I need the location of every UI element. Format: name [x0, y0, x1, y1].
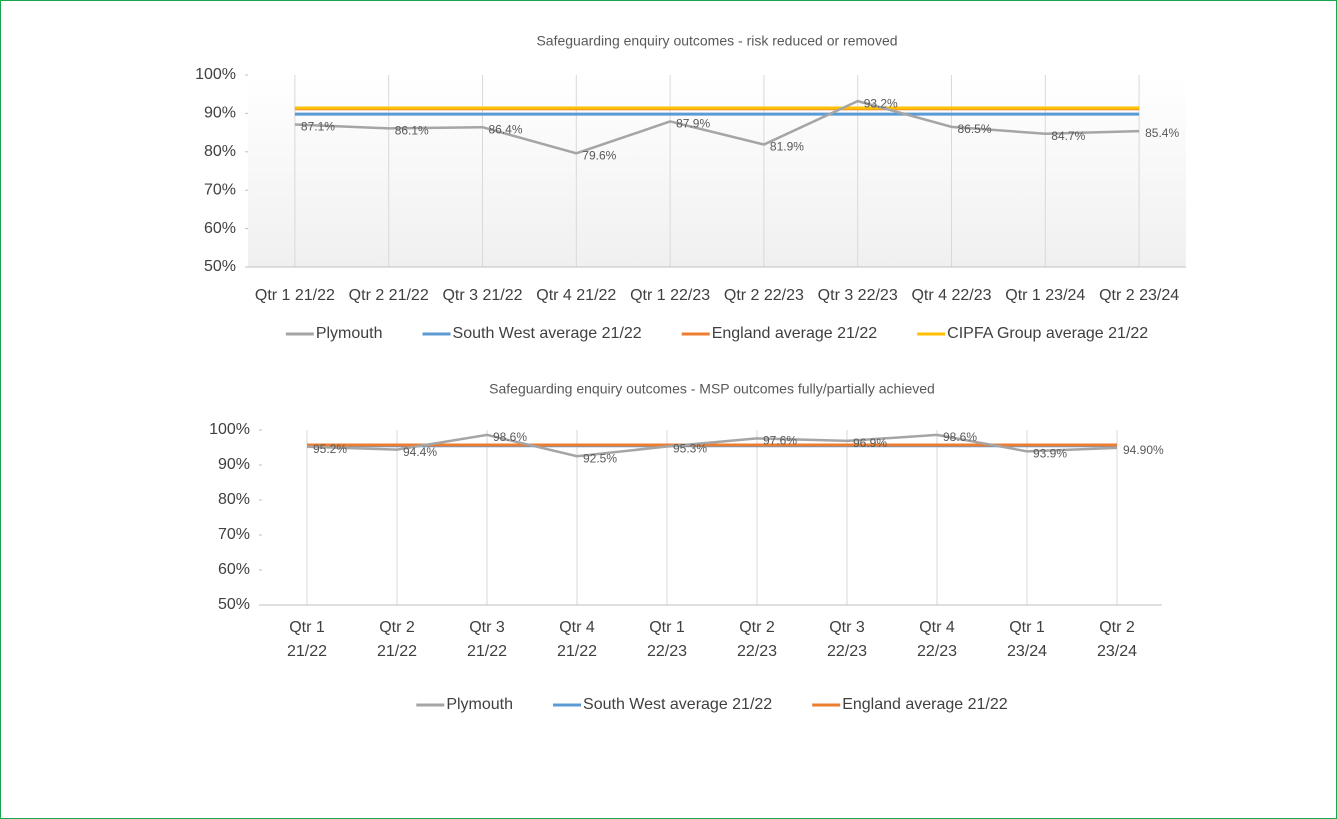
y-tick-label: 80% — [204, 143, 236, 160]
legend-item: South West average 21/22 — [422, 325, 642, 342]
x-tick-label: Qtr 1 22/23 — [630, 287, 710, 304]
x-tick-label: Qtr 2 21/22 — [349, 287, 429, 304]
data-label: 93.9% — [1033, 447, 1067, 461]
x-tick-label: Qtr 3 22/23 — [826, 619, 868, 660]
x-tick-label-box: Qtr 4 22/23 — [916, 619, 958, 660]
data-label: 96.9% — [853, 436, 887, 450]
legend-label: Plymouth — [446, 696, 513, 713]
legend-label: England average 21/22 — [712, 325, 878, 342]
data-label: 92.5% — [583, 451, 617, 465]
series-line — [294, 99, 1140, 155]
data-label: 93.2% — [864, 96, 898, 110]
data-label: 86.4% — [489, 122, 523, 136]
data-label: 98.6% — [943, 430, 977, 444]
legend-item: CIPFA Group average 21/22 — [917, 325, 1148, 342]
x-tick-label: Qtr 2 22/23 — [724, 287, 804, 304]
x-tick-label-box: Qtr 2 23/24 — [1096, 619, 1138, 660]
x-tick-label: Qtr 3 22/23 — [818, 287, 898, 304]
x-tick-label: Qtr 4 22/23 — [916, 619, 958, 660]
y-tick-label: 50% — [218, 596, 250, 613]
legend-item: Plymouth — [285, 325, 383, 342]
x-tick-label-box: Qtr 3 21/22 — [466, 619, 508, 660]
legend-item: England average 21/22 — [681, 325, 878, 342]
legend-label: CIPFA Group average 21/22 — [947, 325, 1148, 342]
x-tick-label: Qtr 2 23/24 — [1096, 619, 1138, 660]
x-tick-label-box: Qtr 1 23/24 — [1006, 619, 1048, 660]
data-label: 95.3% — [673, 442, 707, 456]
legend-item: Plymouth — [416, 696, 513, 713]
x-tick-label-box: Qtr 4 21/22 — [556, 619, 598, 660]
y-tick-label: 60% — [218, 561, 250, 578]
x-tick-label: Qtr 4 21/22 — [536, 287, 616, 304]
x-tick-label: Qtr 4 21/22 — [556, 619, 598, 660]
data-label: 98.6% — [493, 430, 527, 444]
data-label: 79.6% — [582, 149, 616, 163]
x-tick-label: Qtr 2 23/24 — [1099, 287, 1179, 304]
x-tick-label: Qtr 1 22/23 — [646, 619, 688, 660]
data-label: 85.4% — [1145, 126, 1179, 140]
x-tick-label: Qtr 3 21/22 — [442, 287, 522, 304]
legend-label: Plymouth — [316, 325, 383, 342]
legend-item: South West average 21/22 — [553, 696, 772, 713]
y-tick-label: 50% — [204, 258, 236, 275]
x-tick-label: Qtr 3 21/22 — [466, 619, 508, 660]
y-tick-label: 70% — [218, 526, 250, 543]
x-tick-label: Qtr 1 23/24 — [1005, 287, 1085, 304]
series-line — [306, 433, 1118, 458]
data-label: 94.90% — [1123, 443, 1164, 457]
y-tick-label: 90% — [218, 456, 250, 473]
x-tick-label: Qtr 2 22/23 — [736, 619, 778, 660]
x-tick-label-box: Qtr 1 21/22 — [286, 619, 328, 660]
data-label: 86.1% — [395, 124, 429, 138]
data-label: 86.5% — [958, 122, 992, 136]
y-tick-label: 90% — [204, 105, 236, 122]
data-label: 97.6% — [763, 434, 797, 448]
x-tick-label: Qtr 2 21/22 — [376, 619, 418, 660]
x-tick-label-box: Qtr 3 22/23 — [826, 619, 868, 660]
x-tick-label: Qtr 1 21/22 — [286, 619, 328, 660]
data-label: 87.9% — [676, 117, 710, 131]
x-tick-label: Qtr 1 23/24 — [1006, 619, 1048, 660]
legend-item: England average 21/22 — [812, 696, 1008, 713]
y-tick-label: 70% — [204, 181, 236, 198]
data-label: 81.9% — [770, 140, 804, 154]
x-tick-label: Qtr 4 22/23 — [911, 287, 991, 304]
y-tick-label: 100% — [209, 421, 250, 438]
data-label: 95.2% — [313, 442, 347, 456]
y-tick-label: 60% — [204, 220, 236, 237]
legend-label: England average 21/22 — [842, 696, 1008, 713]
x-tick-label-box: Qtr 1 22/23 — [646, 619, 688, 660]
data-label: 84.7% — [1051, 129, 1085, 143]
x-tick-label: Qtr 1 21/22 — [255, 287, 335, 304]
legend-label: South West average 21/22 — [453, 325, 642, 342]
legend-label: South West average 21/22 — [583, 696, 772, 713]
chart-title: Safeguarding enquiry outcomes - risk red… — [536, 33, 897, 49]
x-tick-label-box: Qtr 2 22/23 — [736, 619, 778, 660]
y-tick-label: 80% — [218, 491, 250, 508]
x-tick-label-box: Qtr 2 21/22 — [376, 619, 418, 660]
data-label: 87.1% — [301, 120, 335, 134]
y-tick-label: 100% — [195, 66, 236, 83]
chart-title: Safeguarding enquiry outcomes - MSP outc… — [489, 381, 935, 397]
data-label: 94.4% — [403, 445, 437, 459]
